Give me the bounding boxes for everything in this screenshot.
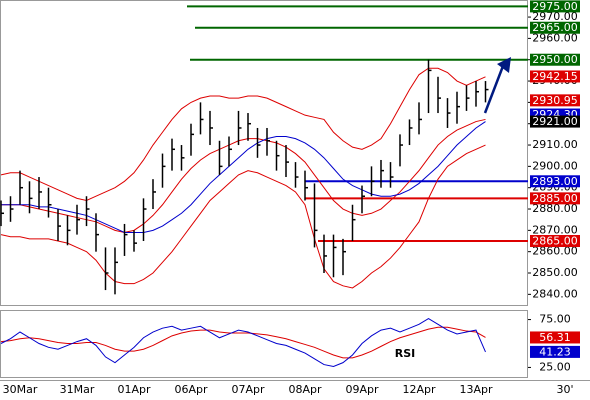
- marker-box-label: 2921.00: [532, 115, 578, 128]
- marker-box-label: 2930.95: [532, 94, 578, 107]
- x-tick-label: 30Mar: [3, 383, 38, 396]
- x-tick-label: 13Apr: [459, 383, 493, 396]
- line: [1, 121, 486, 233]
- trend-arrow: [483, 65, 505, 114]
- y-tick-label: 2840.00: [532, 287, 578, 300]
- level-box-label: 2885.00: [532, 192, 578, 205]
- y-tick-label: 2850.00: [532, 266, 578, 279]
- line: [0, 326, 486, 359]
- line: [0, 318, 486, 367]
- x-tick-label: 31Mar: [60, 383, 95, 396]
- level-box-label: 2893.00: [532, 175, 578, 188]
- x-tick-label: 07Apr: [231, 383, 265, 396]
- line: [1, 118, 486, 233]
- x-tick-label: 01Apr: [117, 383, 151, 396]
- x-tick-label: 12Apr: [402, 383, 436, 396]
- y-tick-label: 2910.00: [532, 138, 578, 151]
- marker-box: [530, 115, 580, 128]
- marker-box: [530, 70, 580, 83]
- level-box-label: 2950.00: [532, 53, 578, 66]
- y-tick-label: 2870.00: [532, 223, 578, 236]
- marker-box: [530, 345, 580, 358]
- price-panel: [0, 0, 528, 306]
- trend-arrow-head: [497, 57, 511, 73]
- line: [0, 67, 486, 202]
- x-interval: 30': [556, 383, 573, 396]
- level-box-label: 2975.00: [532, 0, 578, 13]
- level-box-label: 2965.00: [532, 21, 578, 34]
- marker-box: [530, 94, 580, 107]
- level-box: [530, 175, 580, 188]
- line: [0, 144, 486, 289]
- marker-box: [530, 331, 580, 344]
- rsi-title: RSI: [395, 347, 416, 360]
- marker-box-label: 2942.15: [532, 70, 578, 83]
- x-tick-label: 08Apr: [288, 383, 322, 396]
- y-tick-label: 75.00: [539, 313, 571, 326]
- y-tick-label: 25.00: [539, 360, 571, 373]
- y-tick-label: 2900.00: [532, 159, 578, 172]
- marker-box-label: 41.23: [539, 345, 571, 358]
- x-tick-label: 09Apr: [345, 383, 379, 396]
- level-box-label: 2865.00: [532, 235, 578, 248]
- y-tick-label: 2860.00: [532, 245, 578, 258]
- level-box: [530, 0, 580, 13]
- level-box: [530, 53, 580, 66]
- level-box: [530, 21, 580, 34]
- rsi-panel: [0, 310, 528, 378]
- level-box: [530, 192, 580, 205]
- x-tick-label: 06Apr: [174, 383, 208, 396]
- level-box: [530, 235, 580, 248]
- y-tick-label: 2880.00: [532, 202, 578, 215]
- y-tick-label: 2970.00: [532, 10, 578, 23]
- marker-box-label: 56.31: [539, 331, 571, 344]
- y-tick-label: 2960.00: [532, 31, 578, 44]
